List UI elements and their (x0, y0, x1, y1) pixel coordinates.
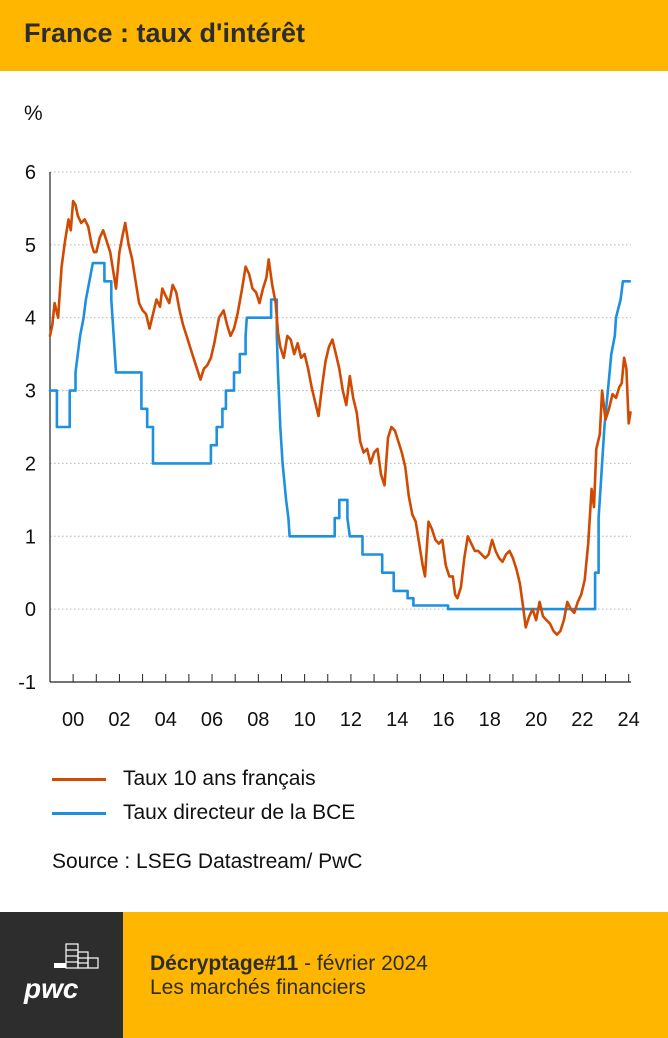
y-tick-label: 0 (25, 599, 36, 621)
footer-issue-line: Décryptage#11 - février 2024 (150, 952, 428, 976)
legend-item-ecb: Taux directeur de la BCE (52, 796, 355, 830)
chart-legend: Taux 10 ans français Taux directeur de l… (52, 762, 355, 830)
x-tick-label: 06 (201, 709, 223, 731)
page-title: France : taux d'intérêt (24, 18, 305, 48)
series-line-0 (48, 199, 632, 636)
footer-date: - février 2024 (298, 952, 428, 975)
x-tick-label: 08 (247, 709, 269, 731)
x-tick-label: 24 (618, 709, 640, 731)
x-tick-label: 00 (62, 709, 84, 731)
x-tick-label: 16 (432, 709, 454, 731)
x-tick-label: 18 (479, 709, 501, 731)
x-tick-label: 02 (108, 709, 130, 731)
y-unit-label: % (24, 102, 43, 125)
legend-swatch-ecb (52, 811, 106, 815)
y-tick-label: 2 (25, 453, 36, 475)
header-bar: France : taux d'intérêt (0, 0, 668, 71)
x-tick-label: 12 (340, 709, 362, 731)
chart-series (48, 199, 632, 636)
y-tick-label: 6 (25, 162, 36, 184)
footer-info-panel: Décryptage#11 - février 2024 Les marchés… (123, 912, 668, 1038)
x-tick-label: 04 (155, 709, 177, 731)
legend-label-ecb: Taux directeur de la BCE (123, 801, 356, 824)
x-tick-label: 20 (525, 709, 547, 731)
series-line-1 (48, 261, 632, 611)
footer-logo-panel: pwc (0, 912, 123, 1038)
x-tick-label: 22 (571, 709, 593, 731)
chart-axes (49, 172, 631, 683)
y-tick-label: 3 (25, 381, 36, 403)
x-tick-label: 10 (293, 709, 315, 731)
chart-gridlines (50, 171, 631, 610)
y-tick-label: 1 (25, 526, 36, 548)
legend-item-10y: Taux 10 ans français (52, 762, 355, 796)
footer-issue: Décryptage#11 (150, 952, 299, 975)
y-tick-label: 4 (25, 308, 36, 330)
x-tick-label: 14 (386, 709, 408, 731)
footer-subtitle: Les marchés financiers (150, 976, 366, 999)
pwc-logo-text: pwc (23, 973, 79, 1004)
y-tick-labels: -1 0 1 2 3 4 5 6 (18, 162, 36, 694)
y-tick-label: -1 (18, 672, 36, 694)
y-tick-label: 5 (25, 235, 36, 257)
pwc-logo: pwc (23, 943, 99, 1004)
legend-label-10y: Taux 10 ans français (123, 767, 316, 790)
x-tick-labels: 00 02 04 06 08 10 12 14 16 18 20 22 24 (62, 709, 640, 731)
legend-swatch-10y (52, 777, 106, 781)
source-note: Source : LSEG Datastream/ PwC (52, 850, 363, 873)
